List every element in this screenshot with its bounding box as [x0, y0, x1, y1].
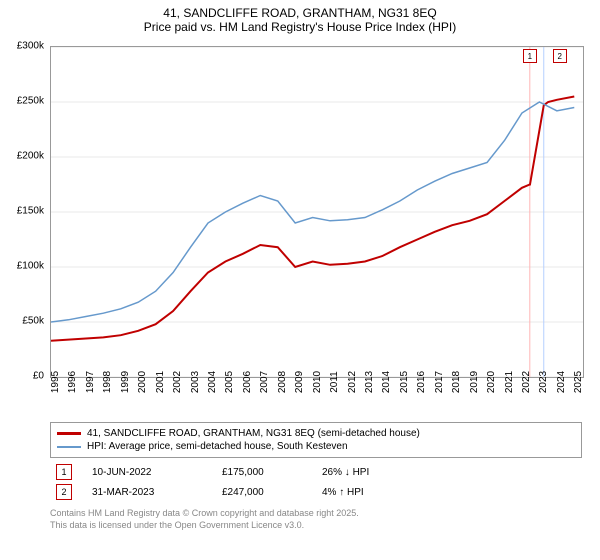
y-tick-label: £300k	[17, 41, 44, 52]
sale-row: 1 10-JUN-2022 £175,000 26% ↓ HPI	[50, 462, 582, 482]
series-lines	[51, 97, 574, 341]
x-tick-label: 2017	[434, 371, 445, 393]
legend-swatch	[57, 432, 81, 435]
x-tick-label: 2007	[259, 371, 270, 393]
y-tick-label: £150k	[17, 206, 44, 217]
legend-item-hpi: HPI: Average price, semi-detached house,…	[57, 440, 575, 453]
series-price_paid	[51, 97, 574, 341]
legend-label: 41, SANDCLIFFE ROAD, GRANTHAM, NG31 8EQ …	[87, 428, 420, 439]
y-axis-labels: £0£50k£100k£150k£200k£250k£300k	[0, 46, 48, 376]
x-tick-label: 2001	[155, 371, 166, 393]
legend-box: 41, SANDCLIFFE ROAD, GRANTHAM, NG31 8EQ …	[50, 422, 582, 458]
y-tick-label: £250k	[17, 96, 44, 107]
x-tick-label: 2003	[190, 371, 201, 393]
legend-label: HPI: Average price, semi-detached house,…	[87, 441, 348, 452]
x-tick-label: 2020	[486, 371, 497, 393]
y-tick-label: £200k	[17, 151, 44, 162]
x-tick-label: 2025	[573, 371, 584, 393]
plot-sale-marker: 1	[523, 49, 537, 63]
title-line-2: Price paid vs. HM Land Registry's House …	[0, 20, 600, 34]
y-tick-label: £0	[33, 371, 44, 382]
x-tick-label: 2014	[381, 371, 392, 393]
sale-marker-badge: 2	[56, 484, 72, 500]
x-tick-label: 1999	[120, 371, 131, 393]
x-tick-label: 1995	[50, 371, 61, 393]
gridlines	[51, 47, 583, 377]
x-tick-label: 2011	[329, 371, 340, 393]
attribution: Contains HM Land Registry data © Crown c…	[50, 508, 582, 531]
x-tick-label: 2005	[224, 371, 235, 393]
sale-diff: 26% ↓ HPI	[322, 467, 402, 478]
x-tick-label: 1998	[102, 371, 113, 393]
legend-swatch	[57, 446, 81, 448]
y-tick-label: £50k	[22, 316, 44, 327]
sale-marker-badge: 1	[56, 464, 72, 480]
plot-sale-marker: 2	[553, 49, 567, 63]
chart-container: 41, SANDCLIFFE ROAD, GRANTHAM, NG31 8EQ …	[0, 0, 600, 560]
attribution-line-2: This data is licensed under the Open Gov…	[50, 520, 582, 532]
x-tick-label: 2016	[416, 371, 427, 393]
plot-svg	[51, 47, 583, 377]
x-tick-label: 2023	[538, 371, 549, 393]
title-block: 41, SANDCLIFFE ROAD, GRANTHAM, NG31 8EQ …	[0, 0, 600, 36]
x-axis-labels: 1995199619971998199920002001200220032004…	[50, 378, 582, 418]
sales-table: 1 10-JUN-2022 £175,000 26% ↓ HPI 2 31-MA…	[50, 462, 582, 502]
legend-item-price-paid: 41, SANDCLIFFE ROAD, GRANTHAM, NG31 8EQ …	[57, 427, 575, 440]
x-tick-label: 2021	[504, 371, 515, 393]
sale-diff: 4% ↑ HPI	[322, 487, 402, 498]
x-tick-label: 2015	[399, 371, 410, 393]
x-tick-label: 2008	[277, 371, 288, 393]
attribution-line-1: Contains HM Land Registry data © Crown c…	[50, 508, 582, 520]
sale-price: £175,000	[222, 467, 302, 478]
x-tick-label: 2010	[312, 371, 323, 393]
x-tick-label: 2002	[172, 371, 183, 393]
x-tick-label: 2000	[137, 371, 148, 393]
sale-row: 2 31-MAR-2023 £247,000 4% ↑ HPI	[50, 482, 582, 502]
sale-date: 10-JUN-2022	[92, 467, 202, 478]
x-tick-label: 2006	[242, 371, 253, 393]
chart-area: £0£50k£100k£150k£200k£250k£300k 12 19951…	[0, 36, 600, 416]
sale-price: £247,000	[222, 487, 302, 498]
x-tick-label: 2013	[364, 371, 375, 393]
plot-area: 12	[50, 46, 584, 378]
x-tick-label: 2022	[521, 371, 532, 393]
x-tick-label: 2012	[347, 371, 358, 393]
x-tick-label: 1996	[67, 371, 78, 393]
x-tick-label: 2009	[294, 371, 305, 393]
title-line-1: 41, SANDCLIFFE ROAD, GRANTHAM, NG31 8EQ	[0, 6, 600, 20]
sale-date: 31-MAR-2023	[92, 487, 202, 498]
x-tick-label: 2019	[469, 371, 480, 393]
x-tick-label: 1997	[85, 371, 96, 393]
x-tick-label: 2024	[556, 371, 567, 393]
x-tick-label: 2018	[451, 371, 462, 393]
y-tick-label: £100k	[17, 261, 44, 272]
x-tick-label: 2004	[207, 371, 218, 393]
